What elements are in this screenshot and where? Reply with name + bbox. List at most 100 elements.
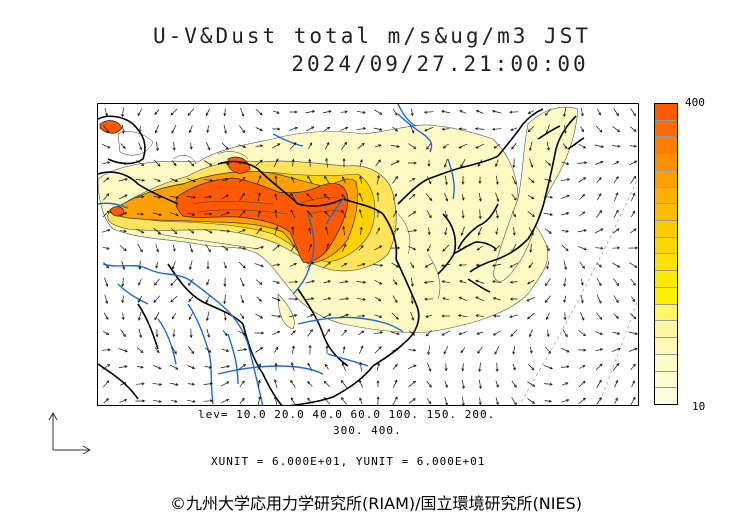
wind-arrow bbox=[458, 143, 468, 149]
wind-arrow-head bbox=[294, 314, 298, 318]
color-scale-step bbox=[655, 237, 677, 255]
wind-arrow-head bbox=[615, 209, 619, 213]
wind-arrow-head bbox=[475, 279, 479, 283]
wind-arrow bbox=[528, 262, 534, 268]
wind-arrow bbox=[153, 364, 161, 370]
wind-arrow bbox=[527, 381, 535, 387]
wind-arrow-head bbox=[277, 263, 281, 267]
wind-arrow bbox=[426, 380, 432, 388]
wind-arrow-head bbox=[210, 399, 214, 403]
wind-arrow-head bbox=[138, 266, 142, 270]
wind-arrow bbox=[545, 346, 551, 354]
wind-arrow bbox=[543, 365, 553, 369]
wind-arrow bbox=[561, 230, 569, 232]
wind-arrow bbox=[527, 363, 535, 371]
wind-arrow-head bbox=[311, 110, 316, 113]
wind-arrow bbox=[289, 263, 297, 267]
wind-arrow bbox=[118, 366, 128, 368]
wind-arrow-head bbox=[547, 162, 552, 166]
wind-arrow-head bbox=[191, 230, 195, 234]
wind-arrow bbox=[511, 380, 517, 388]
wind-arrow-head bbox=[306, 193, 310, 197]
wind-arrow bbox=[170, 178, 178, 182]
wind-arrow bbox=[307, 381, 313, 387]
wind-arrow bbox=[171, 346, 177, 354]
wind-arrow bbox=[340, 127, 348, 131]
wind-arrow-head bbox=[122, 146, 126, 150]
wind-arrow-head bbox=[155, 147, 159, 152]
wind-arrow bbox=[342, 176, 346, 184]
wind-arrow bbox=[224, 311, 226, 321]
wind-arrow-head bbox=[138, 282, 141, 286]
wind-arrow-head bbox=[410, 283, 414, 287]
wind-arrow-head bbox=[324, 210, 328, 215]
wind-arrow-head bbox=[343, 329, 347, 333]
wind-arrow-head bbox=[510, 333, 514, 337]
wind-arrow bbox=[324, 211, 330, 217]
wind-arrow bbox=[409, 178, 415, 182]
wind-arrow-head bbox=[361, 142, 365, 146]
wind-arrow-head bbox=[260, 245, 265, 249]
wind-arrow bbox=[343, 346, 345, 354]
wind-arrow bbox=[561, 161, 569, 165]
wind-vectors bbox=[101, 107, 638, 405]
wind-arrow bbox=[341, 244, 347, 252]
wind-arrow-head bbox=[345, 280, 349, 284]
wind-arrow bbox=[360, 362, 362, 372]
wind-arrow-head bbox=[478, 368, 482, 373]
wind-arrow bbox=[579, 261, 585, 269]
wind-arrow-head bbox=[509, 297, 513, 301]
wind-arrow bbox=[629, 145, 637, 147]
wind-arrow bbox=[206, 328, 210, 338]
wind-arrow bbox=[408, 398, 416, 404]
wind-arrow bbox=[462, 210, 464, 218]
wind-arrow-head bbox=[509, 280, 513, 284]
wind-arrow bbox=[186, 399, 196, 403]
wind-arrow-head bbox=[495, 215, 499, 219]
wind-arrow bbox=[458, 314, 468, 318]
wind-arrow bbox=[545, 108, 551, 116]
wind-arrow-head bbox=[308, 344, 312, 348]
wind-arrow bbox=[393, 193, 397, 201]
wind-arrow bbox=[119, 382, 127, 386]
wind-arrow bbox=[462, 396, 464, 405]
wind-arrow bbox=[155, 125, 159, 133]
wind-arrow bbox=[289, 142, 297, 150]
wind-arrow bbox=[578, 211, 586, 217]
wind-arrow-head bbox=[192, 179, 197, 183]
wind-arrow bbox=[122, 277, 124, 287]
wind-arrow-head bbox=[459, 280, 463, 283]
wind-arrow-head bbox=[600, 160, 604, 164]
wind-arrow bbox=[101, 229, 111, 233]
wind-arrow bbox=[459, 280, 467, 284]
wind-arrow bbox=[292, 159, 294, 167]
wind-arrow bbox=[581, 295, 583, 303]
wind-arrow bbox=[325, 243, 329, 253]
wind-arrow bbox=[255, 127, 263, 131]
wind-arrow bbox=[578, 397, 586, 405]
wind-arrow bbox=[510, 281, 518, 283]
wind-arrow bbox=[138, 278, 142, 286]
wind-arrow-head bbox=[290, 209, 294, 213]
color-scale-bar bbox=[654, 103, 678, 405]
wind-arrow bbox=[510, 262, 518, 268]
wind-arrow bbox=[119, 230, 127, 232]
wind-arrow bbox=[155, 262, 159, 268]
wind-arrow bbox=[426, 142, 432, 150]
wind-arrow-head bbox=[461, 215, 465, 219]
wind-arrow bbox=[444, 396, 448, 405]
wind-arrow-head bbox=[226, 365, 231, 368]
wind-arrow-head bbox=[616, 228, 620, 232]
wind-arrow-head bbox=[170, 282, 174, 286]
wind-arrow-head bbox=[107, 364, 111, 367]
wind-arrow-head bbox=[207, 147, 211, 151]
wind-arrow bbox=[136, 347, 144, 353]
wind-arrow-head bbox=[327, 297, 332, 301]
wind-arrow-head bbox=[444, 214, 448, 218]
wind-arrow-head bbox=[107, 161, 111, 165]
wind-arrow bbox=[272, 110, 280, 114]
wind-arrow bbox=[578, 380, 586, 388]
wind-arrow-head bbox=[188, 316, 192, 321]
wind-arrow bbox=[187, 383, 195, 385]
wind-arrow-head bbox=[224, 333, 228, 337]
